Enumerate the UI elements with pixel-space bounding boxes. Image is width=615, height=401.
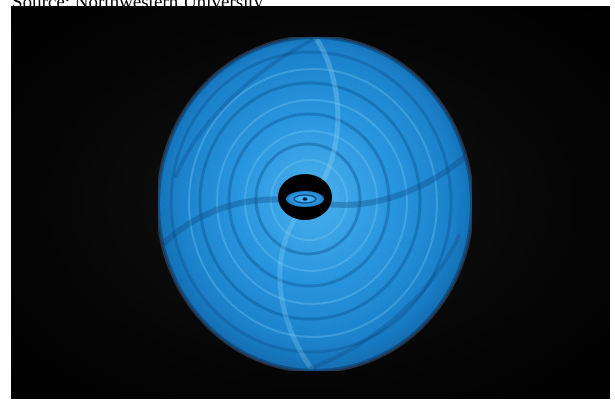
center-hole [278, 174, 332, 220]
spiral-disk-image [11, 6, 610, 399]
photo [11, 6, 610, 399]
